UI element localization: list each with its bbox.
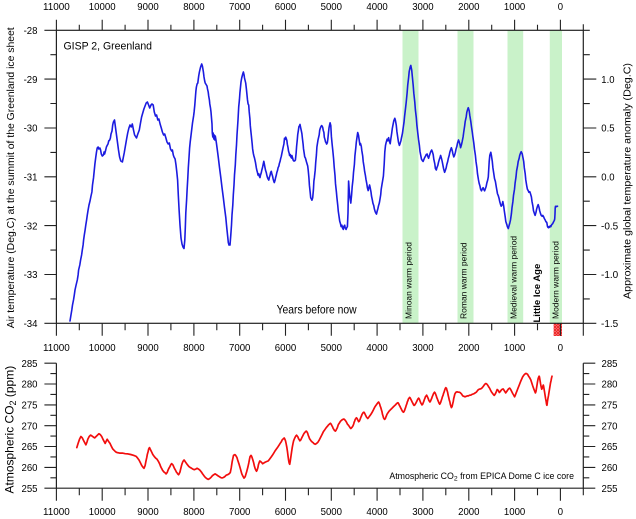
svg-text:Air temperature (Deg.C) at the: Air temperature (Deg.C) at the summit of… [6, 27, 17, 328]
svg-text:Modern warm period: Modern warm period [551, 241, 561, 319]
svg-text:7000: 7000 [229, 2, 251, 13]
svg-text:280: 280 [602, 380, 618, 391]
svg-text:1000: 1000 [504, 343, 526, 354]
svg-text:10000: 10000 [89, 2, 116, 13]
svg-text:10000: 10000 [89, 507, 116, 518]
svg-text:2000: 2000 [458, 343, 480, 354]
svg-text:-1.0: -1.0 [601, 270, 618, 281]
svg-text:8000: 8000 [183, 343, 205, 354]
svg-text:5000: 5000 [321, 343, 343, 354]
svg-text:265: 265 [22, 442, 38, 453]
svg-text:-33: -33 [24, 270, 38, 281]
svg-text:5000: 5000 [321, 2, 343, 13]
svg-text:GISP 2, Greenland: GISP 2, Greenland [64, 41, 153, 53]
svg-text:0: 0 [558, 507, 564, 518]
svg-text:7000: 7000 [229, 507, 251, 518]
svg-text:285: 285 [602, 359, 618, 370]
svg-text:275: 275 [602, 401, 618, 412]
svg-text:3000: 3000 [412, 2, 434, 13]
svg-text:0: 0 [558, 343, 564, 354]
svg-text:-0.5: -0.5 [601, 221, 618, 232]
svg-text:285: 285 [22, 359, 38, 370]
svg-text:-30: -30 [24, 124, 38, 135]
svg-text:-32: -32 [24, 221, 38, 232]
svg-text:255: 255 [22, 484, 38, 495]
svg-text:6000: 6000 [275, 343, 297, 354]
svg-text:-28: -28 [24, 26, 38, 37]
svg-text:11000: 11000 [43, 343, 70, 354]
svg-text:5000: 5000 [321, 507, 343, 518]
svg-text:-31: -31 [24, 173, 38, 184]
svg-text:Atmospheric CO2 from EPICA Dom: Atmospheric CO2 from EPICA Dome C ice co… [389, 471, 574, 483]
svg-text:260: 260 [22, 463, 38, 474]
svg-text:260: 260 [602, 463, 618, 474]
svg-text:280: 280 [22, 380, 38, 391]
svg-text:6000: 6000 [275, 2, 297, 13]
svg-text:-1.5: -1.5 [601, 319, 618, 330]
svg-text:6000: 6000 [275, 507, 297, 518]
svg-text:Atmospheric CO2 (ppm): Atmospheric CO2 (ppm) [3, 366, 18, 494]
svg-text:1000: 1000 [504, 2, 526, 13]
svg-text:3000: 3000 [412, 343, 434, 354]
svg-text:270: 270 [602, 421, 618, 432]
svg-text:Years before now: Years before now [277, 303, 357, 317]
svg-text:9000: 9000 [137, 507, 159, 518]
svg-text:255: 255 [602, 484, 618, 495]
svg-text:9000: 9000 [137, 343, 159, 354]
svg-text:1.0: 1.0 [601, 75, 614, 86]
svg-text:0.5: 0.5 [601, 124, 614, 135]
svg-text:4000: 4000 [366, 2, 388, 13]
svg-text:8000: 8000 [183, 2, 205, 13]
svg-text:11000: 11000 [43, 2, 70, 13]
svg-text:11000: 11000 [43, 507, 70, 518]
svg-text:10000: 10000 [89, 343, 116, 354]
svg-text:4000: 4000 [366, 343, 388, 354]
svg-text:265: 265 [602, 442, 618, 453]
svg-text:-34: -34 [24, 319, 38, 330]
svg-text:Medieval warm period: Medieval warm period [509, 236, 519, 319]
svg-text:7000: 7000 [229, 343, 251, 354]
svg-text:2000: 2000 [458, 2, 480, 13]
svg-text:Approximate global temperature: Approximate global temperature anomaly (… [622, 63, 634, 299]
svg-text:Roman warm period: Roman warm period [459, 242, 469, 319]
svg-text:270: 270 [22, 421, 38, 432]
svg-text:-29: -29 [24, 75, 38, 86]
svg-text:0: 0 [558, 2, 564, 13]
svg-text:4000: 4000 [366, 507, 388, 518]
svg-text:9000: 9000 [137, 2, 159, 13]
svg-text:275: 275 [22, 401, 38, 412]
svg-text:3000: 3000 [412, 507, 434, 518]
svg-text:0.0: 0.0 [601, 173, 614, 184]
svg-text:Minoan warm period: Minoan warm period [404, 242, 414, 319]
svg-text:1000: 1000 [504, 507, 526, 518]
svg-text:2000: 2000 [458, 507, 480, 518]
svg-text:Little Ice Age: Little Ice Age [532, 264, 543, 323]
svg-text:8000: 8000 [183, 507, 205, 518]
